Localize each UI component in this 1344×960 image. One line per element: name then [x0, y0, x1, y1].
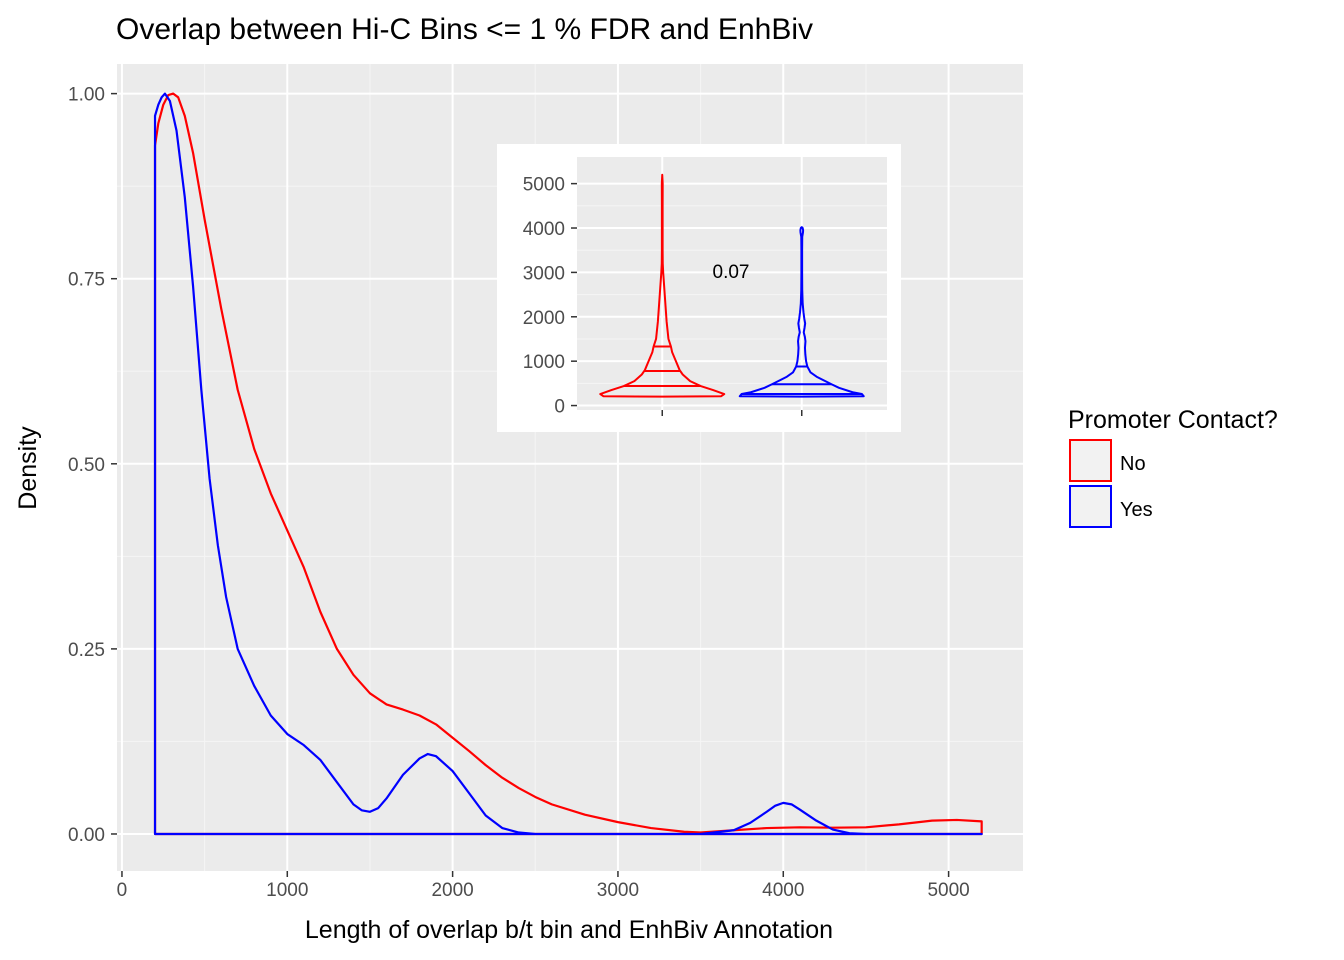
inset-violins: [599, 173, 865, 398]
main-series-lines: [153, 92, 983, 836]
inset-y-tick-label: 4000: [523, 219, 565, 240]
violin-yes: [738, 226, 865, 398]
violin-no: [599, 173, 726, 398]
x-tick-label: 0: [117, 880, 128, 901]
inset-violin-plot: 0 1000 2000 3000 4000 5000 0.07: [497, 144, 901, 432]
y-tick-label: 0.25: [68, 640, 105, 661]
inset-y-tick-label: 2000: [523, 308, 565, 329]
x-tick-label: 2000: [431, 880, 473, 901]
y-axis-title: Density: [14, 426, 42, 510]
density-line-no: [153, 92, 983, 836]
inset-y-tick-label: 3000: [523, 263, 565, 284]
legend-items: No Yes: [1069, 439, 1153, 528]
density-line-yes: [153, 92, 983, 836]
legend-label-no: No: [1120, 453, 1146, 475]
inset-axes: 0 1000 2000 3000 4000 5000: [523, 175, 803, 418]
main-axes: 0 1000 2000 3000 4000 5000 0.00 0.25 0.50 0.75 1.0…: [68, 85, 970, 901]
x-tick-label: 5000: [927, 880, 969, 901]
legend-title: Promoter Contact?: [1068, 406, 1278, 434]
y-tick-label: 1.00: [68, 85, 105, 106]
legend: Promoter Contact? No Yes: [1068, 406, 1278, 528]
legend-key-no: [1069, 439, 1112, 482]
legend-label-yes: Yes: [1120, 499, 1153, 521]
chart-title: Overlap between Hi-C Bins <= 1 % FDR and…: [116, 13, 813, 46]
legend-key-yes: [1069, 485, 1112, 528]
x-tick-label: 4000: [762, 880, 804, 901]
inset-y-tick-label: 1000: [523, 352, 565, 373]
y-tick-label: 0.75: [68, 270, 105, 291]
x-axis-title: Length of overlap b/t bin and EnhBiv Ann…: [305, 916, 833, 944]
x-tick-label: 1000: [266, 880, 308, 901]
inset-y-tick-label: 5000: [523, 175, 565, 196]
y-tick-label: 0.50: [68, 455, 105, 476]
p-value-annotation: 0.07: [713, 262, 750, 283]
x-tick-label: 3000: [597, 880, 639, 901]
inset-plot-panel: [577, 157, 887, 410]
inset-y-tick-label: 0: [554, 397, 565, 418]
y-tick-label: 0.00: [68, 825, 105, 846]
